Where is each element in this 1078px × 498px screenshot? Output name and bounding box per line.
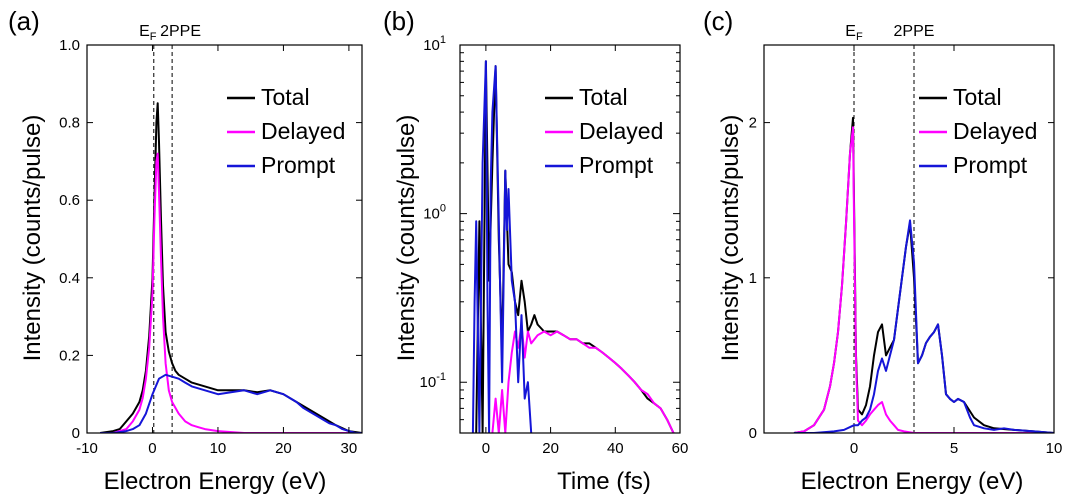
panel-c-xtick-label: 0 bbox=[850, 440, 858, 457]
panel-c-legend-label-total: Total bbox=[953, 84, 1002, 110]
panel-a-xtick-label: 30 bbox=[341, 440, 358, 457]
panel-b-ylabel: Intensity (counts/pulse) bbox=[393, 115, 420, 362]
panel-c-annotation-1: 2PPE bbox=[894, 23, 935, 40]
panel-c-annotation-0: EF bbox=[845, 23, 863, 43]
panel-a-annotations: EF 2PPE bbox=[139, 23, 201, 43]
panel-c-series-prompt bbox=[794, 219, 1054, 433]
panel-a-ytick-label: 0.8 bbox=[59, 115, 80, 132]
panel-b-ytick-label: 100 bbox=[423, 203, 446, 223]
panel-c-frame bbox=[763, 44, 1055, 434]
panel-b-plot-area: 0 20 40 60 10-1 100 101 Total Delayed Prompt bbox=[420, 34, 689, 457]
panel-a-ytick-label: 0 bbox=[72, 425, 80, 442]
panel-c-label: (c) bbox=[703, 6, 733, 36]
panel-a-xtick-label: 20 bbox=[275, 440, 292, 457]
panel-c-ylabel: Intensity (counts/pulse) bbox=[717, 115, 744, 362]
panel-b-xtick-label: 0 bbox=[482, 440, 490, 457]
panel-b-legend-label-prompt: Prompt bbox=[579, 152, 654, 178]
panel-c-ytick-label: 2 bbox=[749, 115, 757, 132]
panel-c-xtick-label: 10 bbox=[1046, 440, 1063, 457]
panel-a-series-prompt bbox=[100, 373, 362, 433]
panel-a-ytick-label: 0.4 bbox=[59, 270, 80, 287]
panel-b: (b) 0 20 40 6010-1100101TotalDelayedPrompt … bbox=[383, 6, 688, 495]
panel-b-xlabel: Time (fs) bbox=[557, 468, 651, 495]
panel-a-frame bbox=[86, 44, 363, 434]
panel-c-legend-label-delayed: Delayed bbox=[953, 118, 1037, 144]
panel-c-legend-label-prompt: Prompt bbox=[953, 152, 1028, 178]
panel-b-ytick-label: 101 bbox=[423, 34, 446, 54]
panel-c-ytick-label: 0 bbox=[749, 425, 757, 442]
panel-b-label: (b) bbox=[383, 6, 415, 36]
panel-c-xlabel: Electron Energy (eV) bbox=[801, 468, 1024, 495]
panel-a-ytick-label: 0.6 bbox=[59, 192, 80, 209]
panel-a-xtick-label: 0 bbox=[148, 440, 156, 457]
panel-a-annotation-0: EF bbox=[139, 23, 157, 43]
panel-a-xlabel: Electron Energy (eV) bbox=[104, 468, 327, 495]
panel-c: (c) EF 2PPE 0 5 10 0 1 2 Total Delayed Prompt Ele… bbox=[703, 6, 1062, 495]
panel-a: (a) EF 2PPE -10 0 10 20 3000.20.40.60.81.0Tot… bbox=[8, 6, 363, 495]
panel-b-xtick-label: 40 bbox=[607, 440, 624, 457]
panel-b-legend-label-delayed: Delayed bbox=[579, 118, 663, 144]
panel-a-ytick-label: 1.0 bbox=[59, 37, 80, 54]
panel-a-annotation-1: 2PPE bbox=[160, 23, 201, 40]
panel-b-xtick-label: 60 bbox=[672, 440, 689, 457]
panel-a-ytick-label: 0.2 bbox=[59, 347, 80, 364]
panel-c-ytick-label: 1 bbox=[749, 270, 757, 287]
panel-c-xtick-label: 5 bbox=[950, 440, 958, 457]
panel-b-series-delayed bbox=[491, 323, 675, 433]
panel-a-xtick-label: 10 bbox=[210, 440, 227, 457]
panel-b-frame bbox=[459, 44, 681, 434]
panel-b-xtick-label: 20 bbox=[542, 440, 559, 457]
panel-a-xtick-label: -10 bbox=[76, 440, 98, 457]
panel-a-series-delayed bbox=[100, 152, 362, 433]
panel-a-plot-area: -10 0 10 20 3000.20.40.60.81.0TotalDelayedPr… bbox=[59, 37, 363, 457]
panel-a-label: (a) bbox=[8, 6, 40, 36]
panel-c-annotations: EF 2PPE bbox=[845, 23, 934, 43]
panel-a-legend-label-prompt: Prompt bbox=[261, 152, 336, 178]
panel-c-plot-area: 0 5 10 0 1 2 Total Delayed Prompt bbox=[749, 44, 1063, 457]
panel-c-series-delayed bbox=[793, 126, 1054, 433]
panel-a-legend-label-total: Total bbox=[261, 84, 310, 110]
panel-b-series-prompt bbox=[471, 60, 533, 433]
panel-b-ytick-label: 10-1 bbox=[420, 371, 446, 391]
panel-a-ylabel: Intensity (counts/pulse) bbox=[19, 115, 46, 362]
panel-b-legend-label-total: Total bbox=[579, 84, 628, 110]
panel-a-legend-label-delayed: Delayed bbox=[261, 118, 345, 144]
